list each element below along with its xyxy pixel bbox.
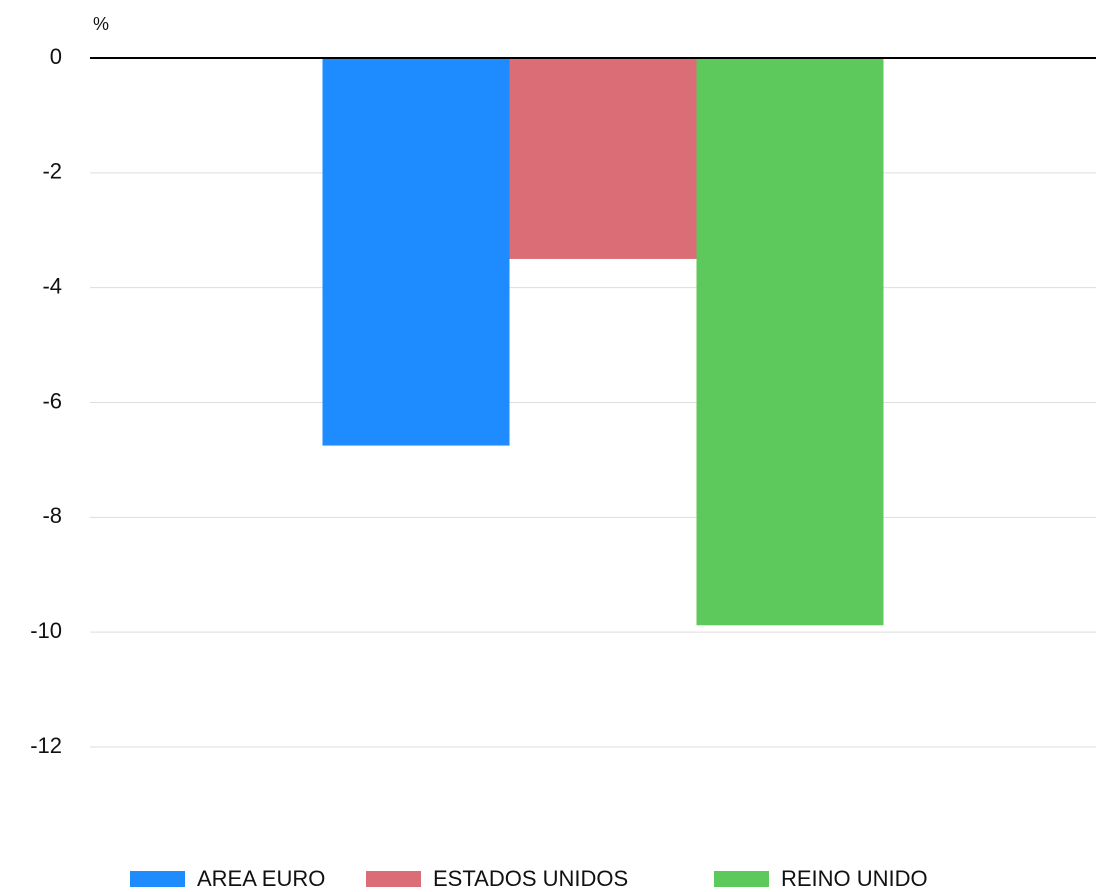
y-tick-label: -4 (42, 273, 62, 298)
bar (696, 58, 884, 626)
y-tick-label: 0 (50, 44, 62, 69)
legend-label: ESTADOS UNIDOS (433, 866, 628, 891)
legend-label: AREA EURO (197, 866, 325, 891)
y-axis-label: % (93, 14, 109, 34)
legend-swatch (714, 871, 769, 887)
y-tick-label: -8 (42, 503, 62, 528)
y-tick-label: -6 (42, 388, 62, 413)
y-tick-label: -12 (30, 733, 62, 758)
legend-label: REINO UNIDO (781, 866, 928, 891)
bar (509, 58, 697, 259)
bar (322, 58, 510, 446)
y-tick-label: -10 (30, 618, 62, 643)
legend-swatch (130, 871, 185, 887)
legend-swatch (366, 871, 421, 887)
y-tick-label: -2 (42, 159, 62, 184)
